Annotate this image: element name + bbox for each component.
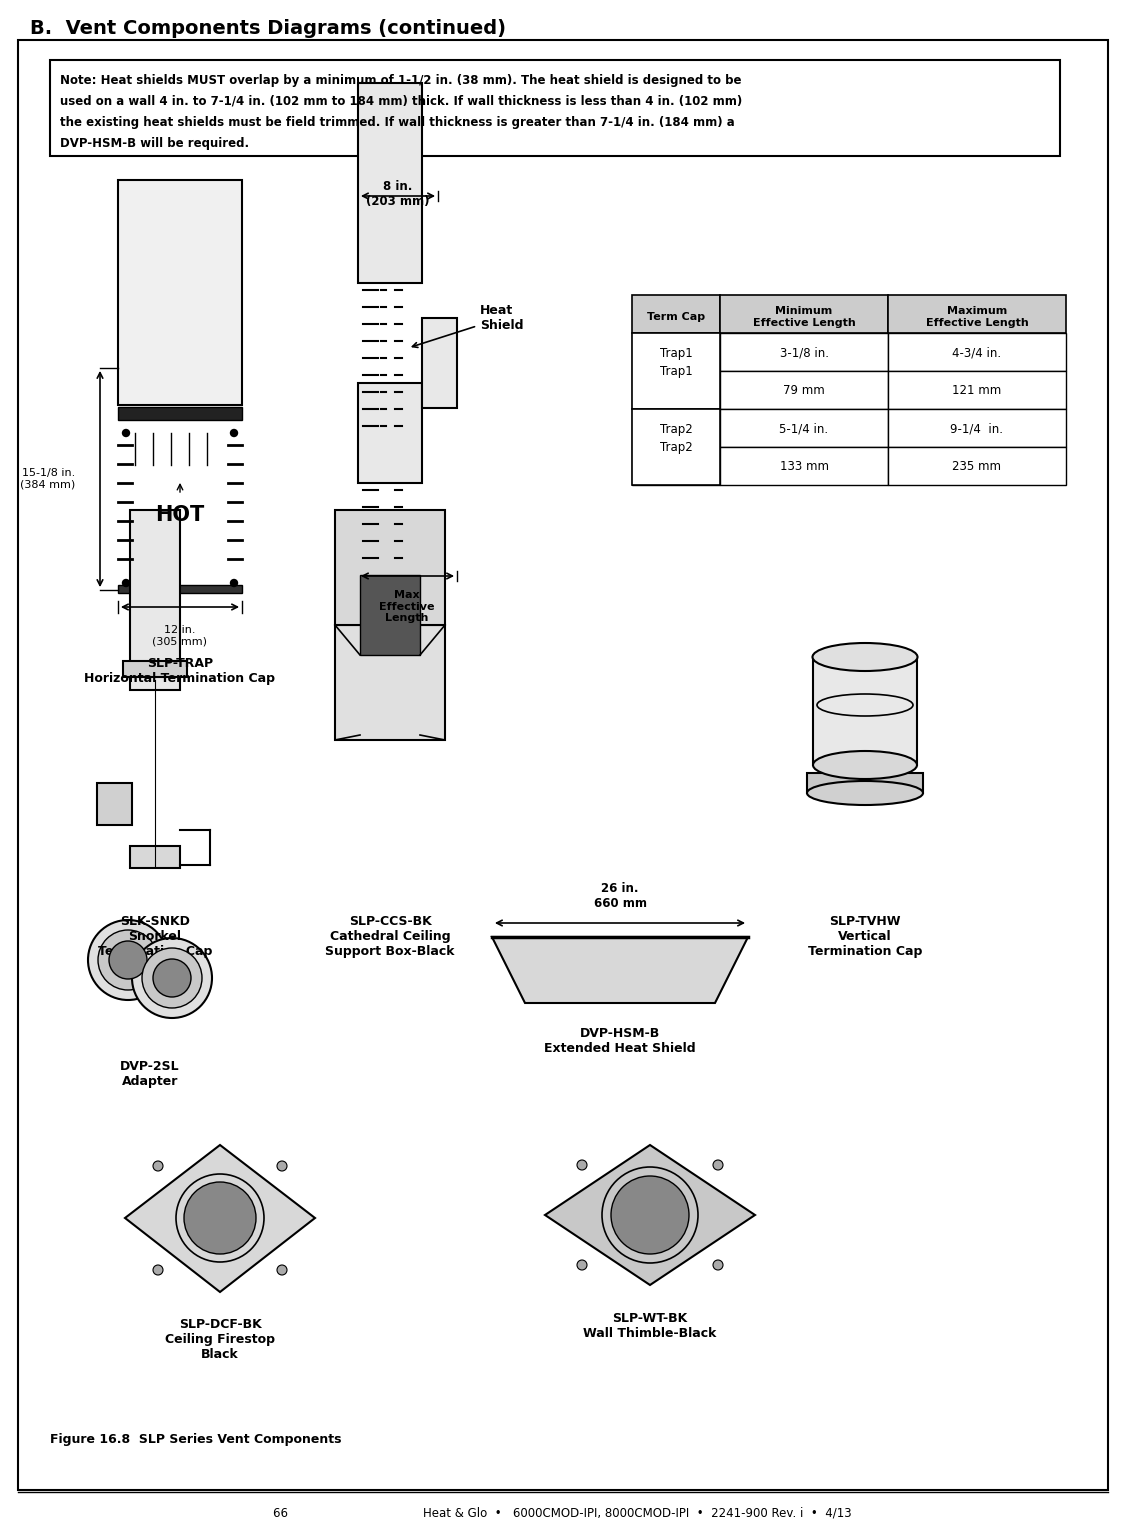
Bar <box>888 410 1066 447</box>
Text: 121 mm: 121 mm <box>952 385 1001 397</box>
Bar <box>720 296 888 333</box>
Bar <box>380 183 400 233</box>
Bar <box>118 180 242 405</box>
Polygon shape <box>545 1146 755 1284</box>
Text: Trap1: Trap1 <box>660 346 692 359</box>
Bar <box>97 782 132 825</box>
Circle shape <box>713 1160 723 1170</box>
Bar <box>130 845 180 869</box>
Text: Minimum
Effective Length: Minimum Effective Length <box>753 306 855 328</box>
Ellipse shape <box>153 959 191 996</box>
Text: Trap2: Trap2 <box>660 440 692 453</box>
Bar <box>335 625 445 741</box>
Bar <box>632 371 720 410</box>
Text: Figure 16.8  SLP Series Vent Components: Figure 16.8 SLP Series Vent Components <box>49 1434 342 1446</box>
Circle shape <box>577 1160 587 1170</box>
Text: DVP-HSM-B will be required.: DVP-HSM-B will be required. <box>60 137 250 149</box>
Bar <box>49 60 1060 156</box>
Bar <box>813 658 917 765</box>
Text: SLP-TVHW
Vertical
Termination Cap: SLP-TVHW Vertical Termination Cap <box>808 915 922 958</box>
Bar <box>888 333 1066 371</box>
Ellipse shape <box>142 949 202 1009</box>
Polygon shape <box>125 1146 315 1292</box>
Bar <box>720 371 888 410</box>
Bar <box>360 574 420 654</box>
Bar <box>123 661 187 678</box>
Text: SLK-SNKD
Snorkel
Termination Cap: SLK-SNKD Snorkel Termination Cap <box>98 915 212 958</box>
Circle shape <box>230 579 237 587</box>
Text: 15-1/8 in.
(384 mm): 15-1/8 in. (384 mm) <box>20 468 75 490</box>
Bar <box>632 410 720 485</box>
Circle shape <box>713 1260 723 1270</box>
Text: SLP-TRAP
Horizontal Termination Cap: SLP-TRAP Horizontal Termination Cap <box>84 658 275 685</box>
Text: Max
Effective
Length: Max Effective Length <box>379 590 435 624</box>
Circle shape <box>277 1161 287 1170</box>
Bar <box>632 296 720 333</box>
Text: 4-3/4 in.: 4-3/4 in. <box>952 346 1001 359</box>
Bar <box>807 773 923 793</box>
Bar <box>632 447 720 485</box>
Text: Term Cap: Term Cap <box>647 313 705 322</box>
Bar <box>632 333 720 371</box>
Text: Note: Heat shields MUST overlap by a minimum of 1-1/2 in. (38 mm). The heat shie: Note: Heat shields MUST overlap by a min… <box>60 74 742 86</box>
Text: SLP-CCS-BK
Cathedral Ceiling
Support Box-Black: SLP-CCS-BK Cathedral Ceiling Support Box… <box>325 915 455 958</box>
Ellipse shape <box>98 930 158 990</box>
Text: B.  Vent Components Diagrams (continued): B. Vent Components Diagrams (continued) <box>30 18 506 37</box>
Circle shape <box>277 1264 287 1275</box>
Circle shape <box>577 1260 587 1270</box>
Text: Maximum
Effective Length: Maximum Effective Length <box>926 306 1028 328</box>
Circle shape <box>153 1264 163 1275</box>
Text: DVP-HSM-B
Extended Heat Shield: DVP-HSM-B Extended Heat Shield <box>544 1027 696 1055</box>
Ellipse shape <box>109 941 147 979</box>
Bar <box>359 83 422 283</box>
Text: 79 mm: 79 mm <box>783 385 825 397</box>
Ellipse shape <box>813 752 917 779</box>
Circle shape <box>230 430 237 436</box>
Bar <box>422 317 457 408</box>
Text: HOT: HOT <box>155 505 205 525</box>
Ellipse shape <box>807 781 923 805</box>
Bar <box>359 564 422 578</box>
Text: 66                                    Heat & Glo  •   6000CMOD-IPI, 8000CMOD-IPI: 66 Heat & Glo • 6000CMOD-IPI, 8000CMOD-I… <box>273 1506 851 1520</box>
Text: 5-1/4 in.: 5-1/4 in. <box>779 422 828 436</box>
Text: SLP-DCF-BK
Ceiling Firestop
Black: SLP-DCF-BK Ceiling Firestop Black <box>165 1318 275 1361</box>
Circle shape <box>123 579 129 587</box>
Text: 12 in.
(305 mm): 12 in. (305 mm) <box>153 625 208 647</box>
Text: 9-1/4  in.: 9-1/4 in. <box>951 422 1004 436</box>
Bar <box>720 410 888 447</box>
Text: SLP-WT-BK
Wall Thimble-Black: SLP-WT-BK Wall Thimble-Black <box>583 1312 717 1340</box>
Text: 26 in.
660 mm: 26 in. 660 mm <box>593 882 646 910</box>
Text: 3-1/8 in.: 3-1/8 in. <box>780 346 828 359</box>
Polygon shape <box>492 936 747 1003</box>
Text: Heat
Shield: Heat Shield <box>413 303 524 348</box>
Bar <box>632 410 720 447</box>
Text: 8 in.
(203 mm): 8 in. (203 mm) <box>366 180 429 208</box>
Text: used on a wall 4 in. to 7-1/4 in. (102 mm to 184 mm) thick. If wall thickness is: used on a wall 4 in. to 7-1/4 in. (102 m… <box>60 95 742 108</box>
Bar <box>720 447 888 485</box>
Bar <box>130 510 180 690</box>
Ellipse shape <box>88 919 167 999</box>
Text: Trap2: Trap2 <box>660 422 692 436</box>
Circle shape <box>123 430 129 436</box>
Text: DVP-2SL
Adapter: DVP-2SL Adapter <box>120 1060 180 1087</box>
Bar <box>888 447 1066 485</box>
Circle shape <box>611 1177 689 1254</box>
Text: 235 mm: 235 mm <box>952 460 1001 473</box>
Text: the existing heat shields must be field trimmed. If wall thickness is greater th: the existing heat shields must be field … <box>60 116 735 129</box>
Bar <box>720 333 888 371</box>
Bar <box>632 333 720 410</box>
Bar <box>888 296 1066 333</box>
Ellipse shape <box>813 644 917 671</box>
Bar <box>118 585 242 593</box>
Circle shape <box>184 1183 256 1254</box>
Bar <box>118 407 242 420</box>
Text: Trap1: Trap1 <box>660 365 692 377</box>
Text: 133 mm: 133 mm <box>780 460 828 473</box>
Bar <box>888 371 1066 410</box>
Bar <box>359 383 422 484</box>
Bar <box>335 510 445 625</box>
Ellipse shape <box>132 938 212 1018</box>
Circle shape <box>153 1161 163 1170</box>
